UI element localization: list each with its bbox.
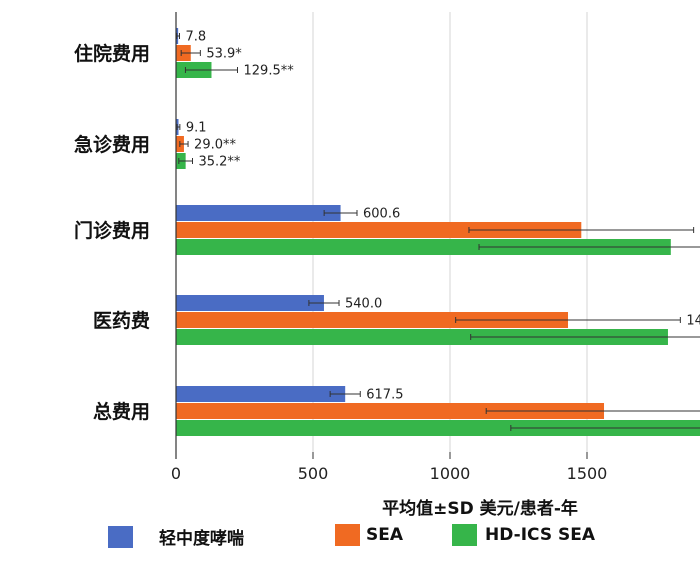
bar bbox=[176, 205, 341, 221]
legend-swatch-mild-asthma bbox=[108, 525, 133, 548]
category-label: 急诊费用 bbox=[74, 133, 150, 156]
data-label: 617.5 bbox=[366, 388, 403, 403]
bar bbox=[176, 420, 700, 436]
legend-item-mild-asthma: 轻中度哮喘 bbox=[108, 524, 244, 549]
x-axis-title: 平均值±SD 美元/患者-年 bbox=[382, 499, 578, 519]
bar bbox=[176, 295, 324, 311]
data-label: 7.8 bbox=[186, 30, 207, 45]
data-label: 29.0** bbox=[194, 138, 236, 153]
data-label: 53.9* bbox=[206, 47, 242, 62]
data-label: 9.1 bbox=[186, 121, 207, 136]
x-tick-label: 500 bbox=[298, 464, 329, 483]
x-tick-label: 1500 bbox=[567, 464, 608, 483]
bar bbox=[176, 403, 605, 419]
bar bbox=[176, 386, 346, 402]
x-tick-label: 0 bbox=[171, 464, 181, 483]
data-label: 540.0 bbox=[345, 297, 382, 312]
legend-label-sea: SEA bbox=[366, 525, 404, 545]
data-label: 600.6 bbox=[363, 207, 400, 222]
legend-item-sea: SEA bbox=[335, 524, 403, 546]
category-label: 住院费用 bbox=[74, 42, 150, 65]
x-tick-label: 1000 bbox=[430, 464, 471, 483]
bar bbox=[176, 239, 671, 255]
data-label: 35.2** bbox=[198, 155, 240, 170]
legend-swatch-hd-ics-sea bbox=[452, 524, 477, 546]
category-label: 医药费 bbox=[93, 309, 150, 332]
data-label: 1430.7** bbox=[686, 314, 700, 329]
data-label: 129.5** bbox=[244, 64, 295, 79]
bar-chart: 05001000150020002500300035007.853.9*129.… bbox=[74, 12, 700, 483]
legend: 轻中度哮喘 SEA HD-ICS SEA bbox=[0, 524, 700, 554]
bar bbox=[176, 222, 582, 238]
bar bbox=[176, 329, 668, 345]
bar bbox=[176, 312, 569, 328]
legend-item-hd-ics-sea: HD-ICS SEA bbox=[452, 524, 595, 546]
category-label: 总费用 bbox=[93, 400, 150, 423]
legend-swatch-sea bbox=[335, 524, 360, 546]
legend-label-hd-ics-sea: HD-ICS SEA bbox=[485, 525, 596, 545]
legend-label-mild-asthma: 轻中度哮喘 bbox=[159, 529, 244, 549]
category-label: 门诊费用 bbox=[74, 219, 150, 242]
